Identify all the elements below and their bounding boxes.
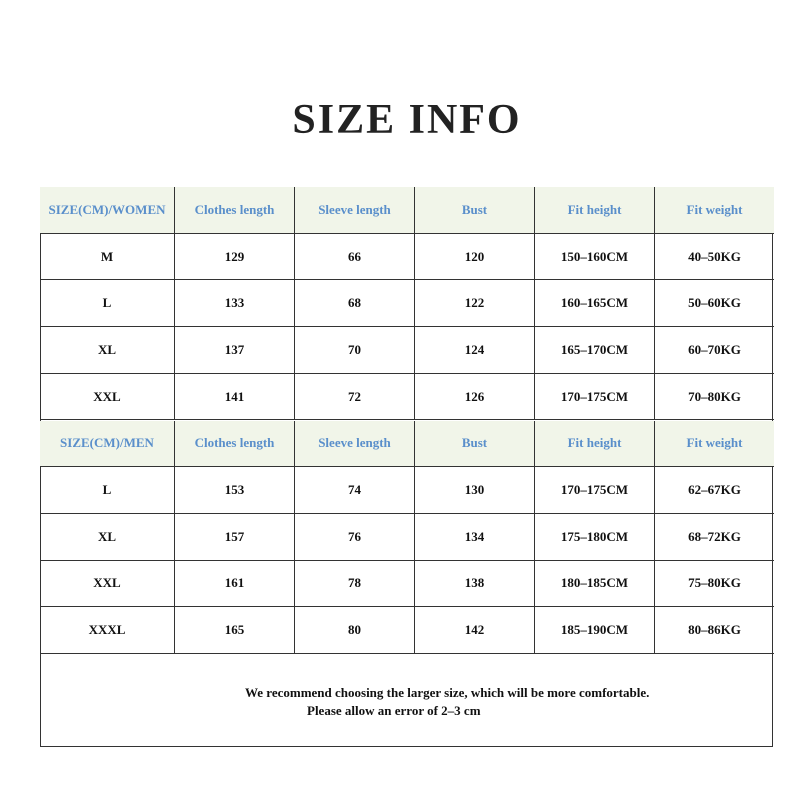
- table-cell: 138: [415, 560, 535, 608]
- table-cell: XL: [40, 513, 175, 561]
- table-cell: 160–165CM: [535, 280, 655, 328]
- table-cell: 40–50KG: [655, 234, 774, 281]
- header-cell: Clothes length: [175, 187, 295, 234]
- header-cell: Fit height: [535, 187, 655, 234]
- header-cell: Fit height: [535, 420, 655, 468]
- table-cell: 74: [295, 467, 415, 514]
- table-cell: 50–60KG: [655, 280, 774, 328]
- table-cell: 175–180CM: [535, 513, 655, 561]
- table-cell: L: [40, 280, 175, 328]
- title: SIZE INFO: [292, 97, 522, 143]
- table-cell: 72: [295, 373, 415, 421]
- table-cell: 76: [295, 513, 415, 561]
- table-cell: 165–170CM: [535, 327, 655, 374]
- table-cell: 150–160CM: [535, 233, 655, 281]
- table-cell: XXL: [40, 373, 175, 421]
- table-cell: M: [40, 233, 175, 281]
- table-cell: 170–175CM: [535, 373, 655, 421]
- table-cell: 137: [175, 327, 295, 374]
- table-cell: 165: [175, 607, 295, 654]
- table-cell: 70–80KG: [655, 374, 774, 421]
- table-cell: 80: [295, 607, 415, 654]
- table-cell: 153: [175, 467, 295, 514]
- table-cell: 122: [415, 280, 535, 328]
- header-cell: Fit weight: [655, 420, 774, 468]
- table-cell: 78: [295, 560, 415, 608]
- table-cell: 180–185CM: [535, 560, 655, 608]
- header-cell: SIZE(CM)/WOMEN: [40, 187, 175, 234]
- table-cell: 68: [295, 280, 415, 328]
- table-cell: 142: [415, 607, 535, 654]
- table-cell: 134: [415, 513, 535, 561]
- table-cell: 66: [295, 233, 415, 281]
- size-table: SIZE(CM)/WOMEN Clothes length Sleeve lengt…: [40, 187, 774, 747]
- table-cell: L: [40, 467, 175, 514]
- table-cell: 70: [295, 327, 415, 374]
- table-cell: 141: [175, 373, 295, 421]
- table-cell: 62–67KG: [655, 467, 774, 514]
- table-cell: XXXL: [40, 607, 175, 654]
- table-cell: 130: [415, 467, 535, 514]
- table-cell: XXL: [40, 560, 175, 608]
- note-line: Please allow an error of 2–3 cm: [307, 703, 481, 718]
- table-cell: 68–72KG: [655, 514, 774, 561]
- table-cell: 157: [175, 513, 295, 561]
- table-cell: 133: [175, 280, 295, 328]
- table-cell: 126: [415, 373, 535, 421]
- table-cell: XL: [40, 327, 175, 374]
- table-cell: 120: [415, 233, 535, 281]
- header-cell: Fit weight: [655, 187, 774, 234]
- header-cell: Clothes length: [175, 420, 295, 468]
- table-cell: 75–80KG: [655, 561, 774, 608]
- header-cell: Bust: [415, 420, 535, 468]
- table-cell: 161: [175, 560, 295, 608]
- header-cell: Sleeve length: [295, 420, 415, 468]
- table-cell: 129: [175, 233, 295, 281]
- note-line: We recommend choosing the larger size, w…: [245, 685, 650, 700]
- header-cell: SIZE(CM)/MEN: [40, 420, 175, 468]
- table-cell: 170–175CM: [535, 467, 655, 514]
- table-cell: 60–70KG: [655, 327, 774, 374]
- table-cell: 80–86KG: [655, 607, 774, 654]
- header-cell: Bust: [415, 187, 535, 234]
- table-cell: 124: [415, 327, 535, 374]
- header-cell: Sleeve length: [295, 187, 415, 234]
- table-cell: 185–190CM: [535, 607, 655, 654]
